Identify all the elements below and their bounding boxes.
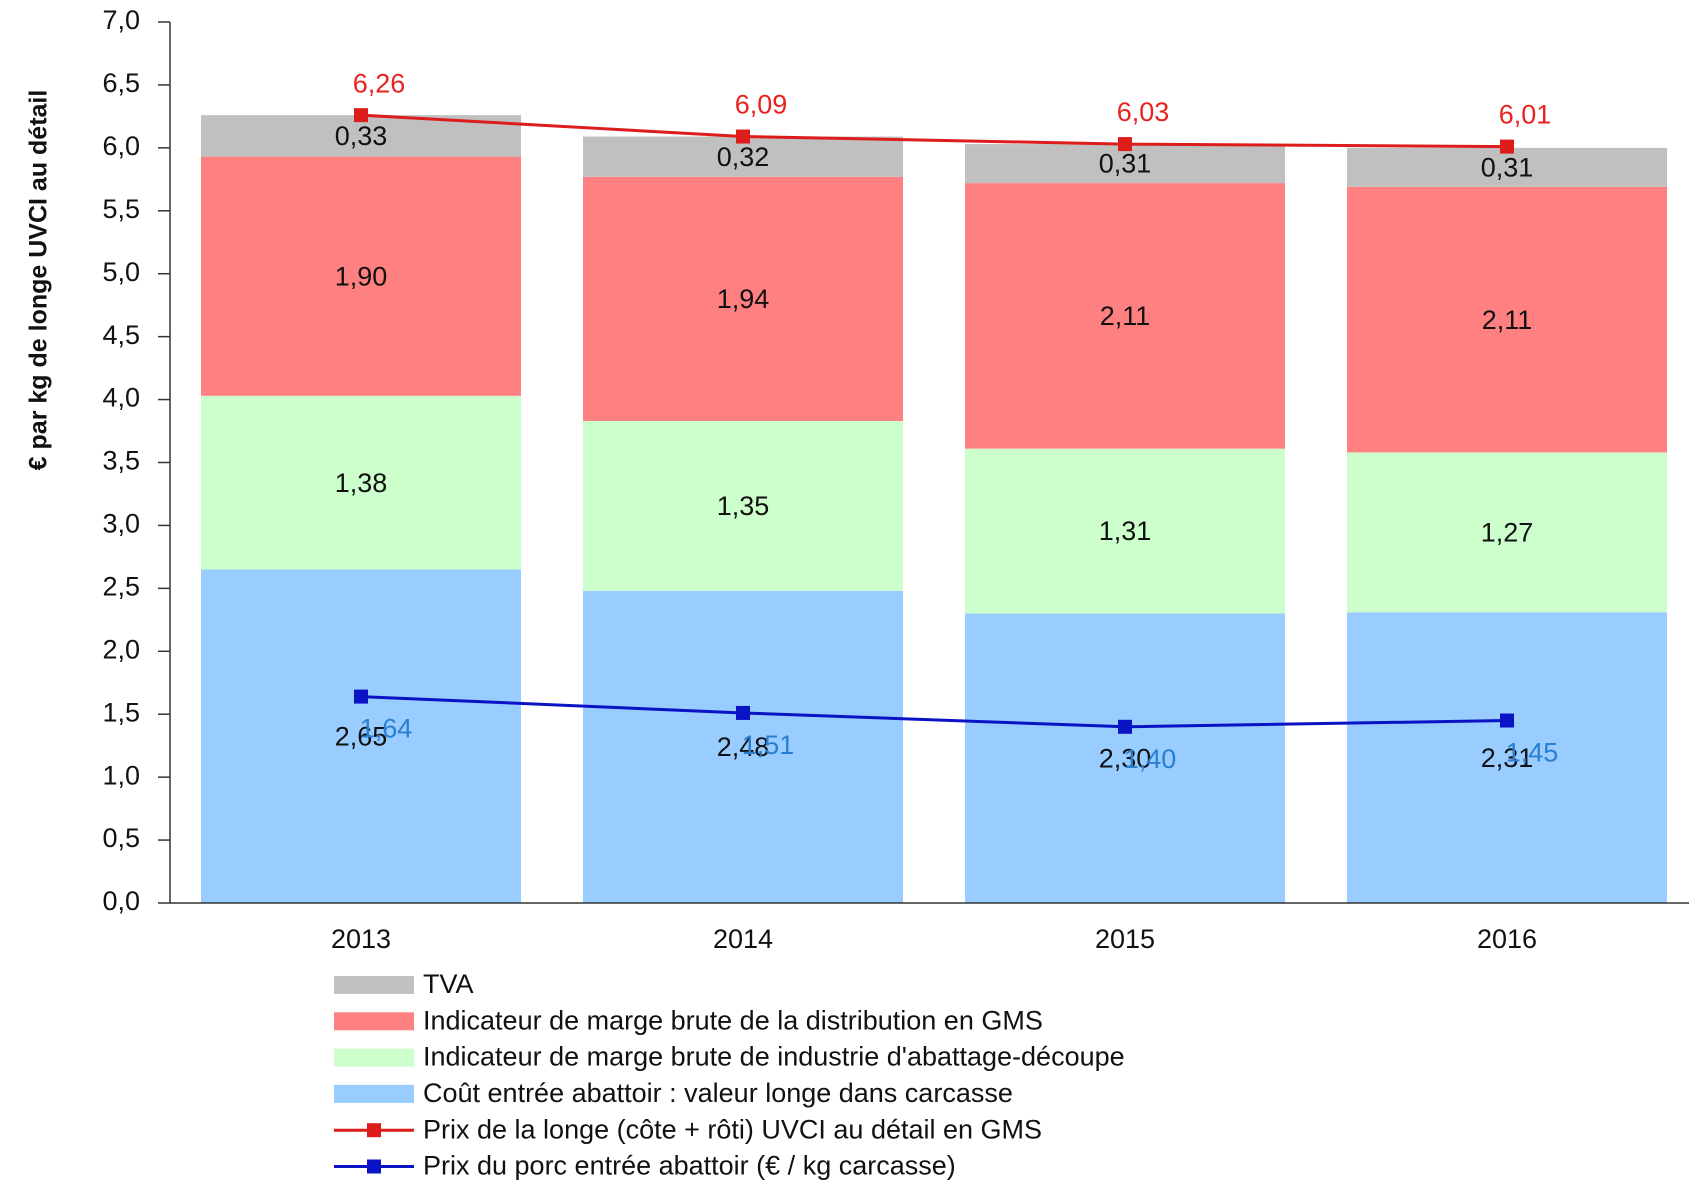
legend-marker — [367, 1159, 381, 1174]
y-tick-label: 2,5 — [102, 571, 140, 601]
data-label: 1,45 — [1506, 738, 1559, 768]
legend-label: Indicateur de marge brute de la distribu… — [423, 1005, 1043, 1035]
bar-segment — [583, 590, 903, 903]
line — [360, 113, 1508, 149]
bar-segment — [583, 420, 903, 591]
x-tick-label: 2013 — [331, 924, 391, 954]
data-label: 1,35 — [717, 491, 770, 521]
x-tick-label: 2014 — [713, 924, 773, 954]
line-marker — [1118, 719, 1132, 734]
data-label: 2,48 — [717, 732, 770, 762]
data-label: 1,40 — [1124, 744, 1177, 774]
y-tick-label: 3,0 — [102, 509, 140, 539]
bar-segment — [965, 448, 1285, 614]
legend-swatch — [334, 976, 414, 994]
line-marker — [1118, 137, 1132, 152]
bar-segment — [201, 156, 521, 396]
data-label: 1,90 — [335, 261, 388, 291]
y-tick-label: 3,5 — [102, 446, 140, 476]
y-tick-label: 0,0 — [102, 886, 140, 916]
line-marker — [1500, 713, 1514, 728]
y-tick-label: 5,0 — [102, 257, 140, 287]
bar-segment — [1347, 612, 1667, 903]
data-label: 6,26 — [353, 68, 406, 98]
bar-segment — [201, 569, 521, 903]
data-label: 0,32 — [717, 142, 770, 172]
data-label: 1,31 — [1099, 516, 1152, 546]
data-label: 1,51 — [742, 730, 795, 760]
y-tick-label: 6,0 — [102, 131, 140, 161]
y-axis-title: € par kg de longe UVCI au détail — [25, 90, 53, 471]
line — [360, 695, 1508, 729]
legend-label: TVA — [423, 969, 474, 999]
data-label: 0,33 — [335, 121, 388, 151]
legend-swatch — [334, 1048, 414, 1067]
x-tick-label: 2015 — [1095, 924, 1155, 954]
data-label: 0,31 — [1481, 152, 1534, 182]
bar-segment — [201, 395, 521, 570]
data-label: 1,64 — [360, 714, 413, 744]
line-marker — [354, 108, 368, 123]
line-marker — [736, 705, 750, 720]
y-tick-label: 4,5 — [102, 320, 140, 350]
bar-segment — [965, 183, 1285, 449]
data-label: 2,65 — [335, 721, 388, 751]
bar-segment — [965, 613, 1285, 903]
legend-label: Coût entrée abattoir : valeur longe dans… — [423, 1078, 1013, 1108]
data-label: 1,94 — [717, 284, 770, 314]
y-tick-label: 5,5 — [102, 194, 140, 224]
data-label: 2,30 — [1099, 743, 1152, 773]
x-tick-label: 2016 — [1477, 924, 1537, 954]
data-label: 0,31 — [1099, 149, 1152, 179]
legend-label: Indicateur de marge brute de industrie d… — [423, 1042, 1125, 1072]
y-tick-label: 2,0 — [102, 634, 140, 664]
legend-swatch — [334, 1084, 414, 1103]
data-label: 6,09 — [735, 90, 788, 120]
legend-marker — [367, 1123, 381, 1138]
legend-label: Prix du porc entrée abattoir (€ / kg car… — [423, 1151, 956, 1181]
data-label: 1,27 — [1481, 517, 1534, 547]
line-marker — [354, 689, 368, 704]
y-tick-label: 6,5 — [102, 68, 140, 98]
y-tick-label: 1,5 — [102, 697, 140, 727]
y-tick-label: 1,0 — [102, 760, 140, 790]
data-label: 6,01 — [1499, 100, 1552, 130]
bar-segment — [1347, 186, 1667, 453]
data-label: 6,03 — [1117, 97, 1170, 127]
line-marker — [736, 129, 750, 144]
y-tick-label: 0,5 — [102, 823, 140, 853]
data-label: 2,31 — [1481, 743, 1534, 773]
legend-label: Prix de la longe (côte + rôti) UVCI au d… — [423, 1114, 1042, 1144]
bar-segment — [583, 176, 903, 421]
y-tick-label: 4,0 — [102, 383, 140, 413]
data-label: 2,11 — [1482, 305, 1533, 335]
data-label: 1,38 — [335, 468, 388, 498]
legend-swatch — [334, 1012, 414, 1031]
bar-segment — [1347, 147, 1667, 187]
bar-segment — [1347, 452, 1667, 613]
data-label: 2,11 — [1100, 301, 1151, 331]
line-marker — [1500, 139, 1514, 154]
y-tick-label: 7,0 — [102, 5, 140, 35]
